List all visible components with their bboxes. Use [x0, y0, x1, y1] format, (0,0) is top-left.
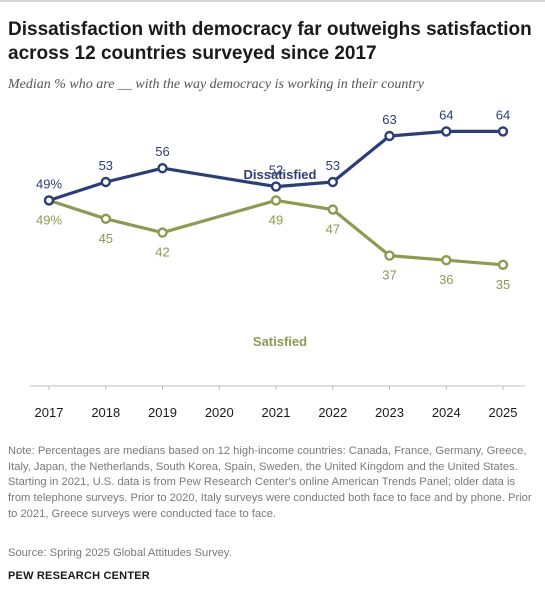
- satisfied-label-2017: 49%: [36, 212, 62, 227]
- dissatisfied-label-2017: 49%: [36, 176, 62, 191]
- satisfied-label-2019: 42: [155, 245, 169, 260]
- x-tick-label-2018: 2018: [91, 405, 120, 420]
- chart-source: Source: Spring 2025 Global Attitudes Sur…: [8, 547, 232, 559]
- dissatisfied-series-name: Dissatisfied: [244, 167, 317, 182]
- satisfied-label-2021: 49: [269, 212, 283, 227]
- satisfied-point-2018: [100, 213, 112, 225]
- x-tick-label-2017: 2017: [35, 405, 64, 420]
- dissatisfied-label-2025: 64: [496, 107, 510, 122]
- chart-note: Note: Percentages are medians based on 1…: [8, 445, 532, 520]
- dissatisfied-line: [47, 129, 505, 203]
- x-tick-label-2022: 2022: [318, 405, 347, 420]
- satisfied-point-2023: [384, 250, 395, 261]
- satisfied-label-2025: 35: [496, 277, 510, 292]
- x-tick-label-2019: 2019: [148, 405, 177, 420]
- dissatisfied-point-2023: [384, 130, 395, 142]
- dissatisfied-point-2021: [270, 181, 282, 192]
- satisfied-series-name: Satisfied: [253, 334, 307, 349]
- dissatisfied-point-2022: [327, 176, 338, 188]
- dissatisfied-label-2023: 63: [382, 112, 396, 127]
- top-rule: [0, 0, 545, 2]
- x-tick-label-2021: 2021: [262, 405, 291, 420]
- organization-logo-text: PEW RESEARCH CENTER: [8, 570, 150, 582]
- series-name-labels: Dissatisfied Satisfied: [244, 167, 317, 349]
- satisfied-point-2025: [497, 259, 509, 271]
- dissatisfied-label-2019: 56: [155, 144, 169, 159]
- x-tick-label-2024: 2024: [432, 405, 461, 420]
- dissatisfied-label-2022: 53: [326, 158, 340, 173]
- line-chart: 49% 53 56 52 53 63 64 64 49% 45 42 49 47 37 36 35 Dissa…: [30, 107, 525, 420]
- satisfied-line: [47, 198, 505, 267]
- dissatisfied-point-2024: [441, 126, 452, 137]
- data-labels: 49% 53 56 52 53 63 64 64 49% 45 42 49 47 37 36 35: [36, 107, 510, 291]
- x-tick-label-2023: 2023: [375, 405, 404, 420]
- chart-subtitle: Median % who are __ with the way democra…: [8, 77, 424, 92]
- dissatisfied-point-2025: [497, 126, 509, 137]
- satisfied-label-2018: 45: [99, 231, 113, 246]
- x-tick-label-2025: 2025: [489, 405, 518, 420]
- satisfied-point-2019: [157, 227, 168, 238]
- satisfied-label-2023: 37: [382, 268, 396, 283]
- x-axis-ticks: 2017 2018 2019 2020 2021 2022 2023 2024 2025: [35, 386, 518, 420]
- chart-title: Dissatisfaction with democracy far outwe…: [8, 19, 532, 64]
- series-lines: [47, 129, 505, 267]
- satisfied-label-2022: 47: [326, 222, 340, 237]
- dissatisfied-point-2018: [100, 176, 112, 188]
- dissatisfied-label-2024: 64: [439, 107, 453, 122]
- dissatisfied-point-2019: [157, 163, 168, 174]
- series-points: [43, 126, 509, 271]
- dissatisfied-label-2021: 52: [269, 163, 283, 178]
- satisfied-point-2024: [441, 254, 452, 266]
- satisfied-point-2021: [270, 195, 282, 206]
- dissatisfied-point-2017: [43, 195, 55, 206]
- dissatisfied-label-2018: 53: [99, 158, 113, 173]
- satisfied-label-2024: 36: [439, 272, 453, 287]
- x-tick-label-2020: 2020: [205, 405, 234, 420]
- satisfied-point-2022: [327, 204, 338, 215]
